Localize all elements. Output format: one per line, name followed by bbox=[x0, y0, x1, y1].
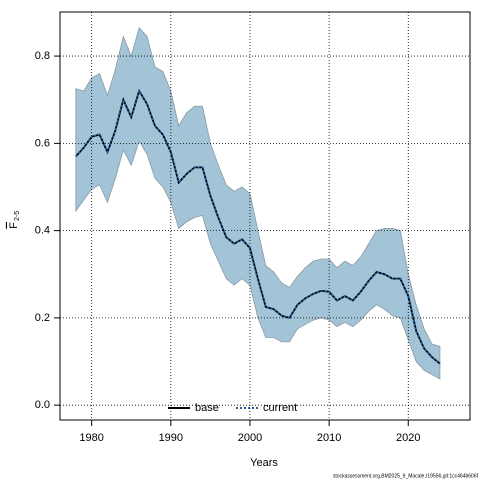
x-tick-label: 2000 bbox=[238, 432, 262, 444]
y-tick-label: 0.6 bbox=[35, 137, 50, 149]
x-tick-label: 1980 bbox=[79, 432, 103, 444]
legend-item: current bbox=[236, 402, 297, 414]
legend-item: base bbox=[168, 402, 219, 414]
x-tick-label: 1990 bbox=[159, 432, 183, 444]
x-axis-label: Years bbox=[250, 457, 278, 469]
confidence-band bbox=[75, 26, 441, 380]
x-tick-label: 2020 bbox=[396, 432, 420, 444]
y-tick-label: 0.4 bbox=[35, 225, 50, 237]
plot-frame bbox=[59, 11, 471, 421]
y-tick-label: 0.0 bbox=[35, 399, 50, 411]
legend-label: current bbox=[263, 402, 297, 414]
y-axis-label: F 2-5 bbox=[8, 211, 21, 229]
y-tick-label: 0.8 bbox=[35, 50, 50, 62]
y-axis-label-main: F bbox=[8, 222, 20, 229]
line-1 bbox=[75, 88, 441, 365]
y-tick-label: 0.2 bbox=[35, 312, 50, 324]
legend-label: base bbox=[195, 402, 219, 414]
y-axis-label-sub: 2-5 bbox=[14, 211, 21, 221]
x-tick-label: 2010 bbox=[317, 432, 341, 444]
footer: stockassessment.org,BM2025_9_Macale,r195… bbox=[333, 473, 479, 479]
